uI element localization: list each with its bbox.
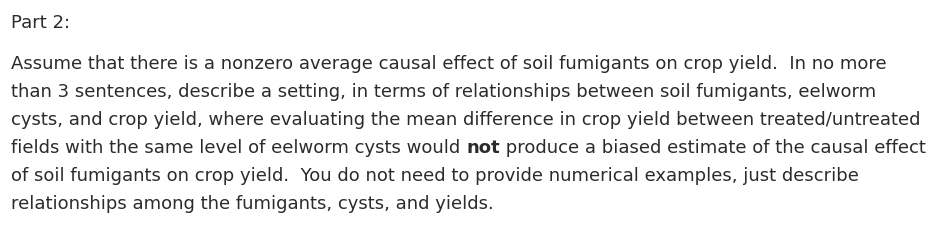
Text: cysts, and crop yield, where evaluating the mean difference in crop yield betwee: cysts, and crop yield, where evaluating … bbox=[11, 111, 920, 129]
Text: Assume that there is a nonzero average causal effect of soil fumigants on crop y: Assume that there is a nonzero average c… bbox=[11, 55, 886, 73]
Text: not: not bbox=[466, 139, 500, 157]
Text: fields with the same level of eelworm cysts would: fields with the same level of eelworm cy… bbox=[11, 139, 466, 157]
Text: of soil fumigants on crop yield.  You do not need to provide numerical examples,: of soil fumigants on crop yield. You do … bbox=[11, 167, 859, 185]
Text: than 3 sentences, describe a setting, in terms of relationships between soil fum: than 3 sentences, describe a setting, in… bbox=[11, 83, 876, 101]
Text: relationships among the fumigants, cysts, and yields.: relationships among the fumigants, cysts… bbox=[11, 195, 494, 213]
Text: produce a biased estimate of the causal effect: produce a biased estimate of the causal … bbox=[500, 139, 925, 157]
Text: Part 2:: Part 2: bbox=[11, 14, 70, 32]
